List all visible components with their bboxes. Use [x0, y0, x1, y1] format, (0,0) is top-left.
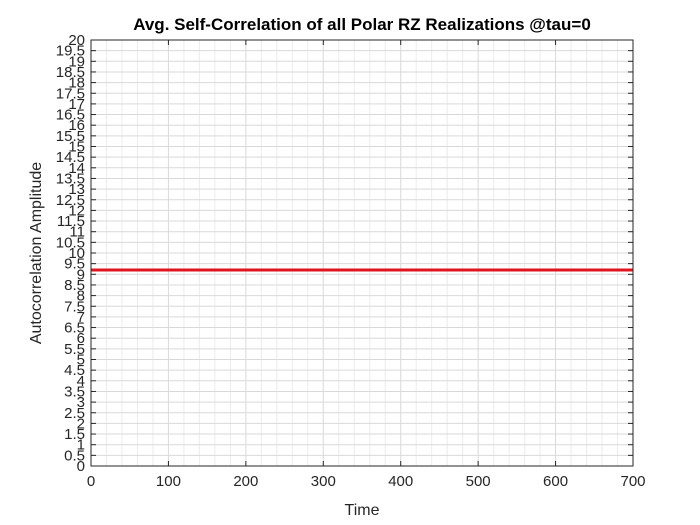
y-axis-ticks: 00.511.522.533.544.555.566.577.588.599.5… — [56, 32, 633, 475]
y-tick-label: 18 — [68, 75, 85, 92]
y-tick-label: 16.5 — [56, 107, 85, 124]
y-tick-label: 5 — [77, 352, 85, 369]
x-tick-label: 100 — [156, 473, 181, 490]
y-tick-label: 6.5 — [64, 320, 85, 337]
y-tick-label: 19.5 — [56, 43, 85, 60]
y-tick-label: 19 — [68, 53, 85, 70]
x-axis-label: Time — [345, 502, 380, 519]
y-tick-label: 2 — [77, 415, 85, 432]
y-tick-label: 8 — [77, 288, 85, 305]
x-tick-label: 200 — [233, 473, 258, 490]
y-tick-label: 14 — [68, 160, 85, 177]
y-tick-label: 10 — [68, 245, 85, 262]
x-tick-label: 600 — [543, 473, 568, 490]
y-tick-label: 18.5 — [56, 64, 85, 81]
y-tick-label: 5.5 — [64, 341, 85, 358]
y-tick-label: 9 — [77, 266, 85, 283]
x-tick-label: 300 — [311, 473, 336, 490]
x-tick-label: 500 — [466, 473, 491, 490]
x-tick-label: 400 — [388, 473, 413, 490]
y-tick-label: 4.5 — [64, 362, 85, 379]
x-tick-label: 0 — [87, 473, 95, 490]
y-tick-label: 13 — [68, 181, 85, 198]
y-tick-label: 0 — [77, 458, 85, 475]
y-tick-label: 16 — [68, 117, 85, 134]
y-axis-label: Autocorrelation Amplitude — [28, 162, 45, 344]
y-tick-label: 12.5 — [56, 192, 85, 209]
y-tick-label: 6 — [77, 330, 85, 347]
chart-title: Avg. Self-Correlation of all Polar RZ Re… — [133, 15, 591, 34]
y-tick-label: 0.5 — [64, 447, 85, 464]
y-tick-label: 11.5 — [57, 213, 85, 230]
x-tick-label: 700 — [620, 473, 645, 490]
y-tick-label: 9.5 — [64, 256, 85, 273]
y-tick-label: 8.5 — [64, 277, 85, 294]
major-grid — [91, 40, 633, 466]
y-tick-label: 1.5 — [64, 426, 85, 443]
y-tick-label: 3 — [77, 394, 85, 411]
y-tick-label: 10.5 — [56, 234, 85, 251]
y-tick-label: 7 — [77, 309, 85, 326]
y-tick-label: 13.5 — [56, 170, 85, 187]
y-tick-label: 15.5 — [56, 128, 85, 145]
y-tick-label: 2.5 — [64, 405, 85, 422]
y-tick-label: 4 — [77, 373, 85, 390]
y-tick-label: 17 — [68, 96, 85, 113]
y-tick-label: 3.5 — [64, 383, 85, 400]
y-tick-label: 12 — [68, 202, 85, 219]
x-axis-ticks: 0 100 200 300 400 500 600 700 — [87, 40, 646, 490]
y-tick-label: 20 — [68, 32, 85, 49]
y-tick-label: 11 — [69, 224, 85, 241]
y-tick-label: 14.5 — [56, 149, 85, 166]
y-tick-label: 1 — [77, 437, 85, 454]
y-tick-label: 7.5 — [64, 298, 85, 315]
y-tick-label: 15 — [68, 139, 85, 156]
y-tick-label: 17.5 — [56, 85, 85, 102]
